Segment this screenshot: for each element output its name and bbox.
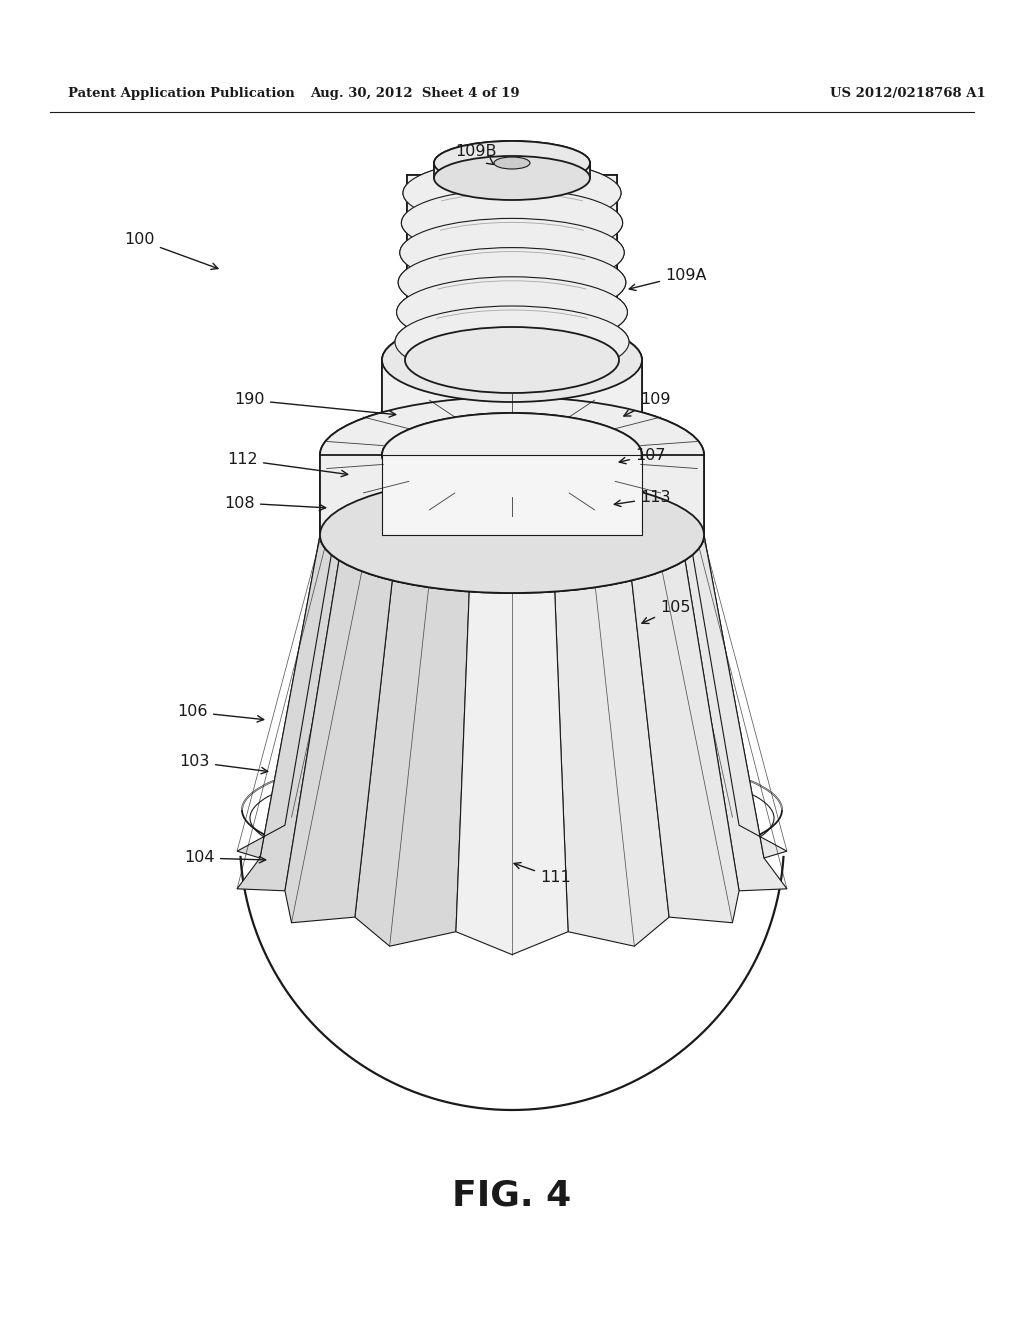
Text: 111: 111	[514, 862, 570, 886]
Polygon shape	[285, 490, 392, 825]
Ellipse shape	[434, 156, 590, 201]
Polygon shape	[434, 162, 590, 178]
Ellipse shape	[319, 397, 705, 513]
Ellipse shape	[382, 318, 642, 403]
Ellipse shape	[434, 141, 590, 185]
Text: 104: 104	[184, 850, 265, 866]
Ellipse shape	[395, 306, 629, 378]
Ellipse shape	[396, 277, 628, 347]
Polygon shape	[382, 360, 642, 455]
Polygon shape	[632, 490, 739, 825]
Ellipse shape	[494, 157, 530, 169]
Polygon shape	[555, 479, 669, 799]
Text: 107: 107	[620, 447, 666, 463]
Ellipse shape	[319, 477, 705, 593]
Text: 109A: 109A	[629, 268, 707, 290]
Polygon shape	[632, 560, 739, 923]
Polygon shape	[285, 560, 392, 923]
Polygon shape	[319, 455, 705, 535]
Ellipse shape	[401, 189, 623, 256]
Text: 113: 113	[614, 491, 671, 507]
Text: US 2012/0218768 A1: US 2012/0218768 A1	[830, 87, 986, 99]
Ellipse shape	[398, 248, 626, 317]
Ellipse shape	[382, 413, 642, 498]
Ellipse shape	[382, 318, 642, 403]
Ellipse shape	[494, 157, 530, 169]
Ellipse shape	[399, 218, 625, 286]
Ellipse shape	[319, 397, 705, 513]
Polygon shape	[456, 479, 568, 785]
Ellipse shape	[406, 327, 618, 393]
Text: 106: 106	[177, 705, 264, 722]
Text: FIG. 4: FIG. 4	[453, 1177, 571, 1212]
Polygon shape	[407, 176, 617, 360]
Text: 190: 190	[234, 392, 395, 417]
Polygon shape	[355, 579, 469, 946]
Ellipse shape	[403, 160, 621, 226]
Ellipse shape	[398, 248, 626, 317]
Polygon shape	[407, 176, 617, 360]
Ellipse shape	[395, 306, 629, 378]
Ellipse shape	[434, 156, 590, 201]
Ellipse shape	[396, 277, 628, 347]
Ellipse shape	[401, 189, 623, 256]
Polygon shape	[382, 455, 642, 535]
Text: 105: 105	[642, 601, 690, 623]
Ellipse shape	[382, 413, 642, 498]
Text: 108: 108	[224, 495, 326, 511]
Ellipse shape	[434, 141, 590, 185]
Ellipse shape	[399, 218, 625, 286]
Polygon shape	[382, 360, 642, 455]
Text: Aug. 30, 2012  Sheet 4 of 19: Aug. 30, 2012 Sheet 4 of 19	[310, 87, 520, 99]
Ellipse shape	[319, 477, 705, 593]
Polygon shape	[456, 591, 568, 954]
Polygon shape	[382, 455, 642, 535]
Polygon shape	[685, 535, 786, 891]
Ellipse shape	[406, 327, 618, 393]
Ellipse shape	[382, 413, 642, 498]
Text: 103: 103	[179, 755, 267, 774]
Polygon shape	[319, 455, 705, 535]
Polygon shape	[434, 162, 590, 178]
Text: 109B: 109B	[456, 144, 497, 165]
Text: 112: 112	[227, 453, 348, 477]
Polygon shape	[355, 479, 469, 799]
Text: Patent Application Publication: Patent Application Publication	[68, 87, 295, 99]
Polygon shape	[685, 510, 786, 858]
Ellipse shape	[382, 413, 642, 498]
Polygon shape	[555, 579, 669, 946]
Polygon shape	[238, 510, 339, 858]
Text: 100: 100	[125, 232, 218, 269]
Ellipse shape	[403, 160, 621, 226]
Text: 109: 109	[624, 392, 671, 416]
Polygon shape	[238, 535, 339, 891]
